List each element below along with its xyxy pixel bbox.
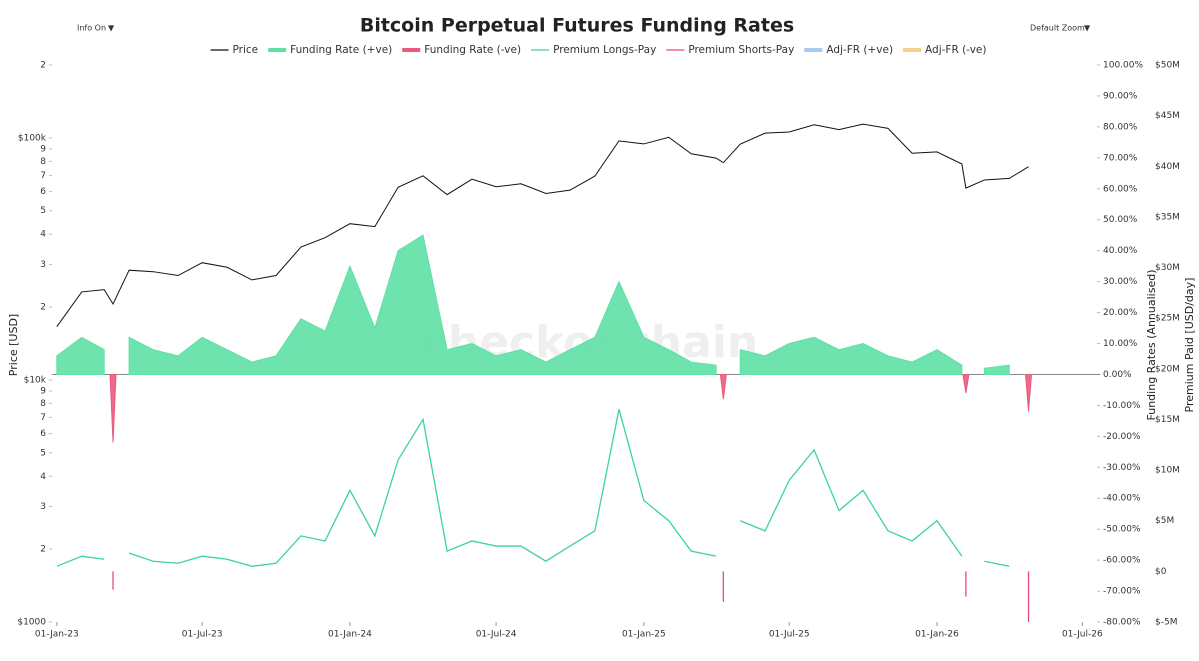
y2-tick-label: -40.00% — [1103, 494, 1141, 504]
zoom-arrow[interactable]: ▼ — [1084, 24, 1091, 33]
y-tick-label: 7 — [40, 171, 46, 181]
line — [984, 560, 1010, 567]
legend-label[interactable]: Adj-FR (-ve) — [925, 44, 986, 56]
area — [128, 234, 717, 375]
y3-tick-label: $15M — [1155, 415, 1180, 425]
y2-tick-label: -80.00% — [1103, 618, 1141, 628]
y2-tick-label: -70.00% — [1103, 587, 1141, 597]
y-tick-label: 9 — [40, 387, 46, 397]
y-tick-label: $1000 — [17, 618, 46, 628]
area — [739, 336, 963, 375]
y2-tick-label: 70.00% — [1103, 153, 1138, 163]
area — [109, 373, 117, 443]
area — [983, 364, 1010, 375]
y2-tick-label: 40.00% — [1103, 246, 1138, 256]
y2-tick-label: -50.00% — [1103, 525, 1141, 535]
y3-axis-title: Premium Paid [USD/day] — [1183, 278, 1196, 413]
legend-label[interactable]: Funding Rate (+ve) — [290, 44, 392, 56]
y-tick-label: 8 — [40, 157, 46, 167]
x-tick-label: 01-Jan-24 — [328, 630, 372, 640]
y3-tick-label: $50M — [1155, 61, 1180, 71]
y-tick-label: 6 — [40, 429, 46, 439]
y-tick-label: 4 — [40, 230, 46, 240]
line — [739, 448, 963, 557]
x-tick-label: 01-Jul-25 — [769, 630, 810, 640]
y-tick-label: $10k — [24, 375, 47, 385]
y3-tick-label: $45M — [1155, 111, 1180, 121]
y-tick-label: 2 — [40, 545, 46, 555]
y-tick-label: $100k — [18, 133, 47, 143]
y-tick-label: 5 — [40, 206, 46, 216]
y3-tick-label: $40M — [1155, 162, 1180, 172]
line — [56, 123, 1029, 327]
chart-title: Bitcoin Perpetual Futures Funding Rates — [360, 15, 794, 37]
y-axis-title: Price [USD] — [7, 314, 20, 376]
y-tick-label: 5 — [40, 448, 46, 458]
y3-tick-label: $0 — [1155, 567, 1167, 577]
y3-tick-label: $5M — [1155, 516, 1174, 526]
y2-tick-label: 0.00% — [1103, 370, 1132, 380]
y-tick-label: 3 — [40, 260, 46, 270]
y3-tick-label: $25M — [1155, 314, 1180, 324]
area — [56, 336, 105, 375]
x-tick-label: 01-Jul-23 — [182, 630, 223, 640]
legend-label[interactable]: Premium Longs-Pay — [553, 44, 656, 56]
x-tick-label: 01-Jan-23 — [35, 630, 79, 640]
x-tick-label: 01-Jul-26 — [1062, 630, 1103, 640]
y2-tick-label: 50.00% — [1103, 215, 1138, 225]
y3-tick-label: $30M — [1155, 263, 1180, 273]
y2-axis-title: Funding Rates (Annualised) — [1145, 270, 1158, 421]
x-tick-label: 01-Jan-26 — [915, 630, 959, 640]
y2-tick-label: 80.00% — [1103, 122, 1138, 132]
y3-tick-label: $10M — [1155, 466, 1180, 476]
x-tick-label: 01-Jan-25 — [622, 630, 666, 640]
y3-tick-label: $35M — [1155, 212, 1180, 222]
y2-tick-label: 20.00% — [1103, 308, 1138, 318]
line — [128, 409, 717, 567]
line — [56, 555, 105, 567]
y2-tick-label: -30.00% — [1103, 463, 1141, 473]
y-tick-label: 7 — [40, 413, 46, 423]
y-tick-label: 2 — [40, 303, 46, 313]
y-tick-label: 6 — [40, 187, 46, 197]
y3-tick-label: $-5M — [1155, 618, 1177, 628]
y-tick-label: 3 — [40, 502, 46, 512]
y2-tick-label: 90.00% — [1103, 91, 1138, 101]
area — [719, 373, 727, 400]
y2-tick-label: -20.00% — [1103, 432, 1141, 442]
info-arrow[interactable]: ▼ — [108, 24, 115, 33]
info-toggle[interactable]: Info On — [77, 24, 106, 33]
x-tick-label: 01-Jul-24 — [476, 630, 517, 640]
zoom-select[interactable]: Default Zoom — [1030, 24, 1085, 33]
legend-label[interactable]: Premium Shorts-Pay — [688, 44, 794, 56]
y2-tick-label: -10.00% — [1103, 401, 1141, 411]
y2-tick-label: -60.00% — [1103, 556, 1141, 566]
y3-tick-label: $20M — [1155, 364, 1180, 374]
y2-tick-label: 30.00% — [1103, 277, 1138, 287]
y2-tick-label: 10.00% — [1103, 339, 1138, 349]
area — [962, 373, 970, 394]
area — [1024, 373, 1033, 412]
y-tick-label: 4 — [40, 472, 46, 482]
y-tick-label: 2 — [40, 61, 46, 71]
legend-label[interactable]: Funding Rate (-ve) — [424, 44, 521, 56]
legend-label[interactable]: Price — [233, 44, 259, 56]
y2-tick-label: 100.00% — [1103, 61, 1143, 71]
legend: Price Funding Rate (+ve) Funding Rate (-ve… — [210, 44, 986, 56]
y-tick-label: 8 — [40, 399, 46, 409]
y2-tick-label: 60.00% — [1103, 184, 1138, 194]
legend-label[interactable]: Adj-FR (+ve) — [826, 44, 893, 56]
y-tick-label: 9 — [40, 144, 46, 154]
